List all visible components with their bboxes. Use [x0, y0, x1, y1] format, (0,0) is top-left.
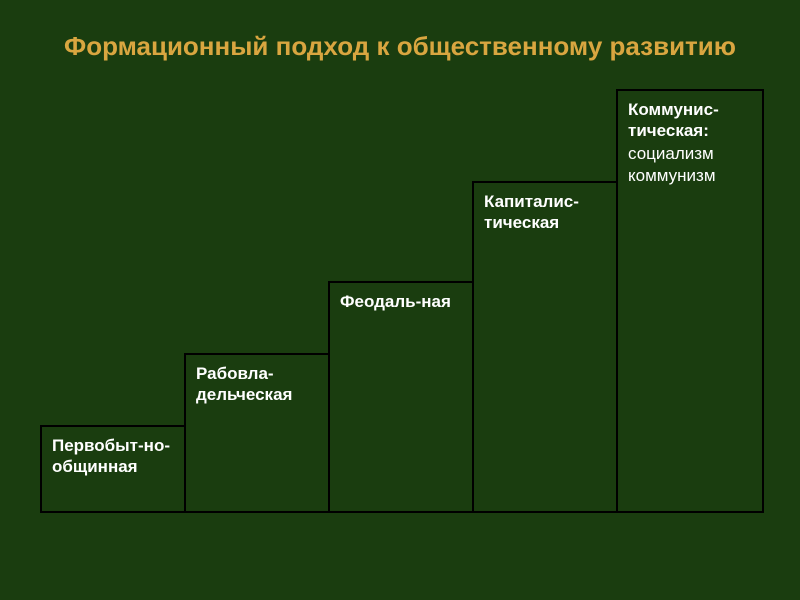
step-label: Капиталис-тическая — [484, 192, 579, 232]
step-extra-line: коммунизм — [628, 165, 752, 186]
step-primitive: Первобыт-но-общинная — [40, 425, 188, 513]
step-label: Коммунис-тическая: — [628, 100, 719, 140]
step-label: Первобыт-но-общинная — [52, 436, 170, 476]
step-extra-lines: социализм коммунизм — [628, 143, 752, 186]
step-feudal: Феодаль-ная — [328, 281, 476, 513]
step-slavery: Рабовла-дельческая — [184, 353, 332, 513]
step-label: Феодаль-ная — [340, 292, 451, 311]
staircase-diagram: Первобыт-но-общинная Рабовла-дельческая … — [40, 89, 760, 529]
page-title: Формационный подход к общественному разв… — [0, 0, 800, 89]
step-capitalist: Капиталис-тическая — [472, 181, 620, 513]
step-label: Рабовла-дельческая — [196, 364, 292, 404]
step-extra-line: социализм — [628, 143, 752, 164]
step-communist: Коммунис-тическая: социализм коммунизм — [616, 89, 764, 513]
